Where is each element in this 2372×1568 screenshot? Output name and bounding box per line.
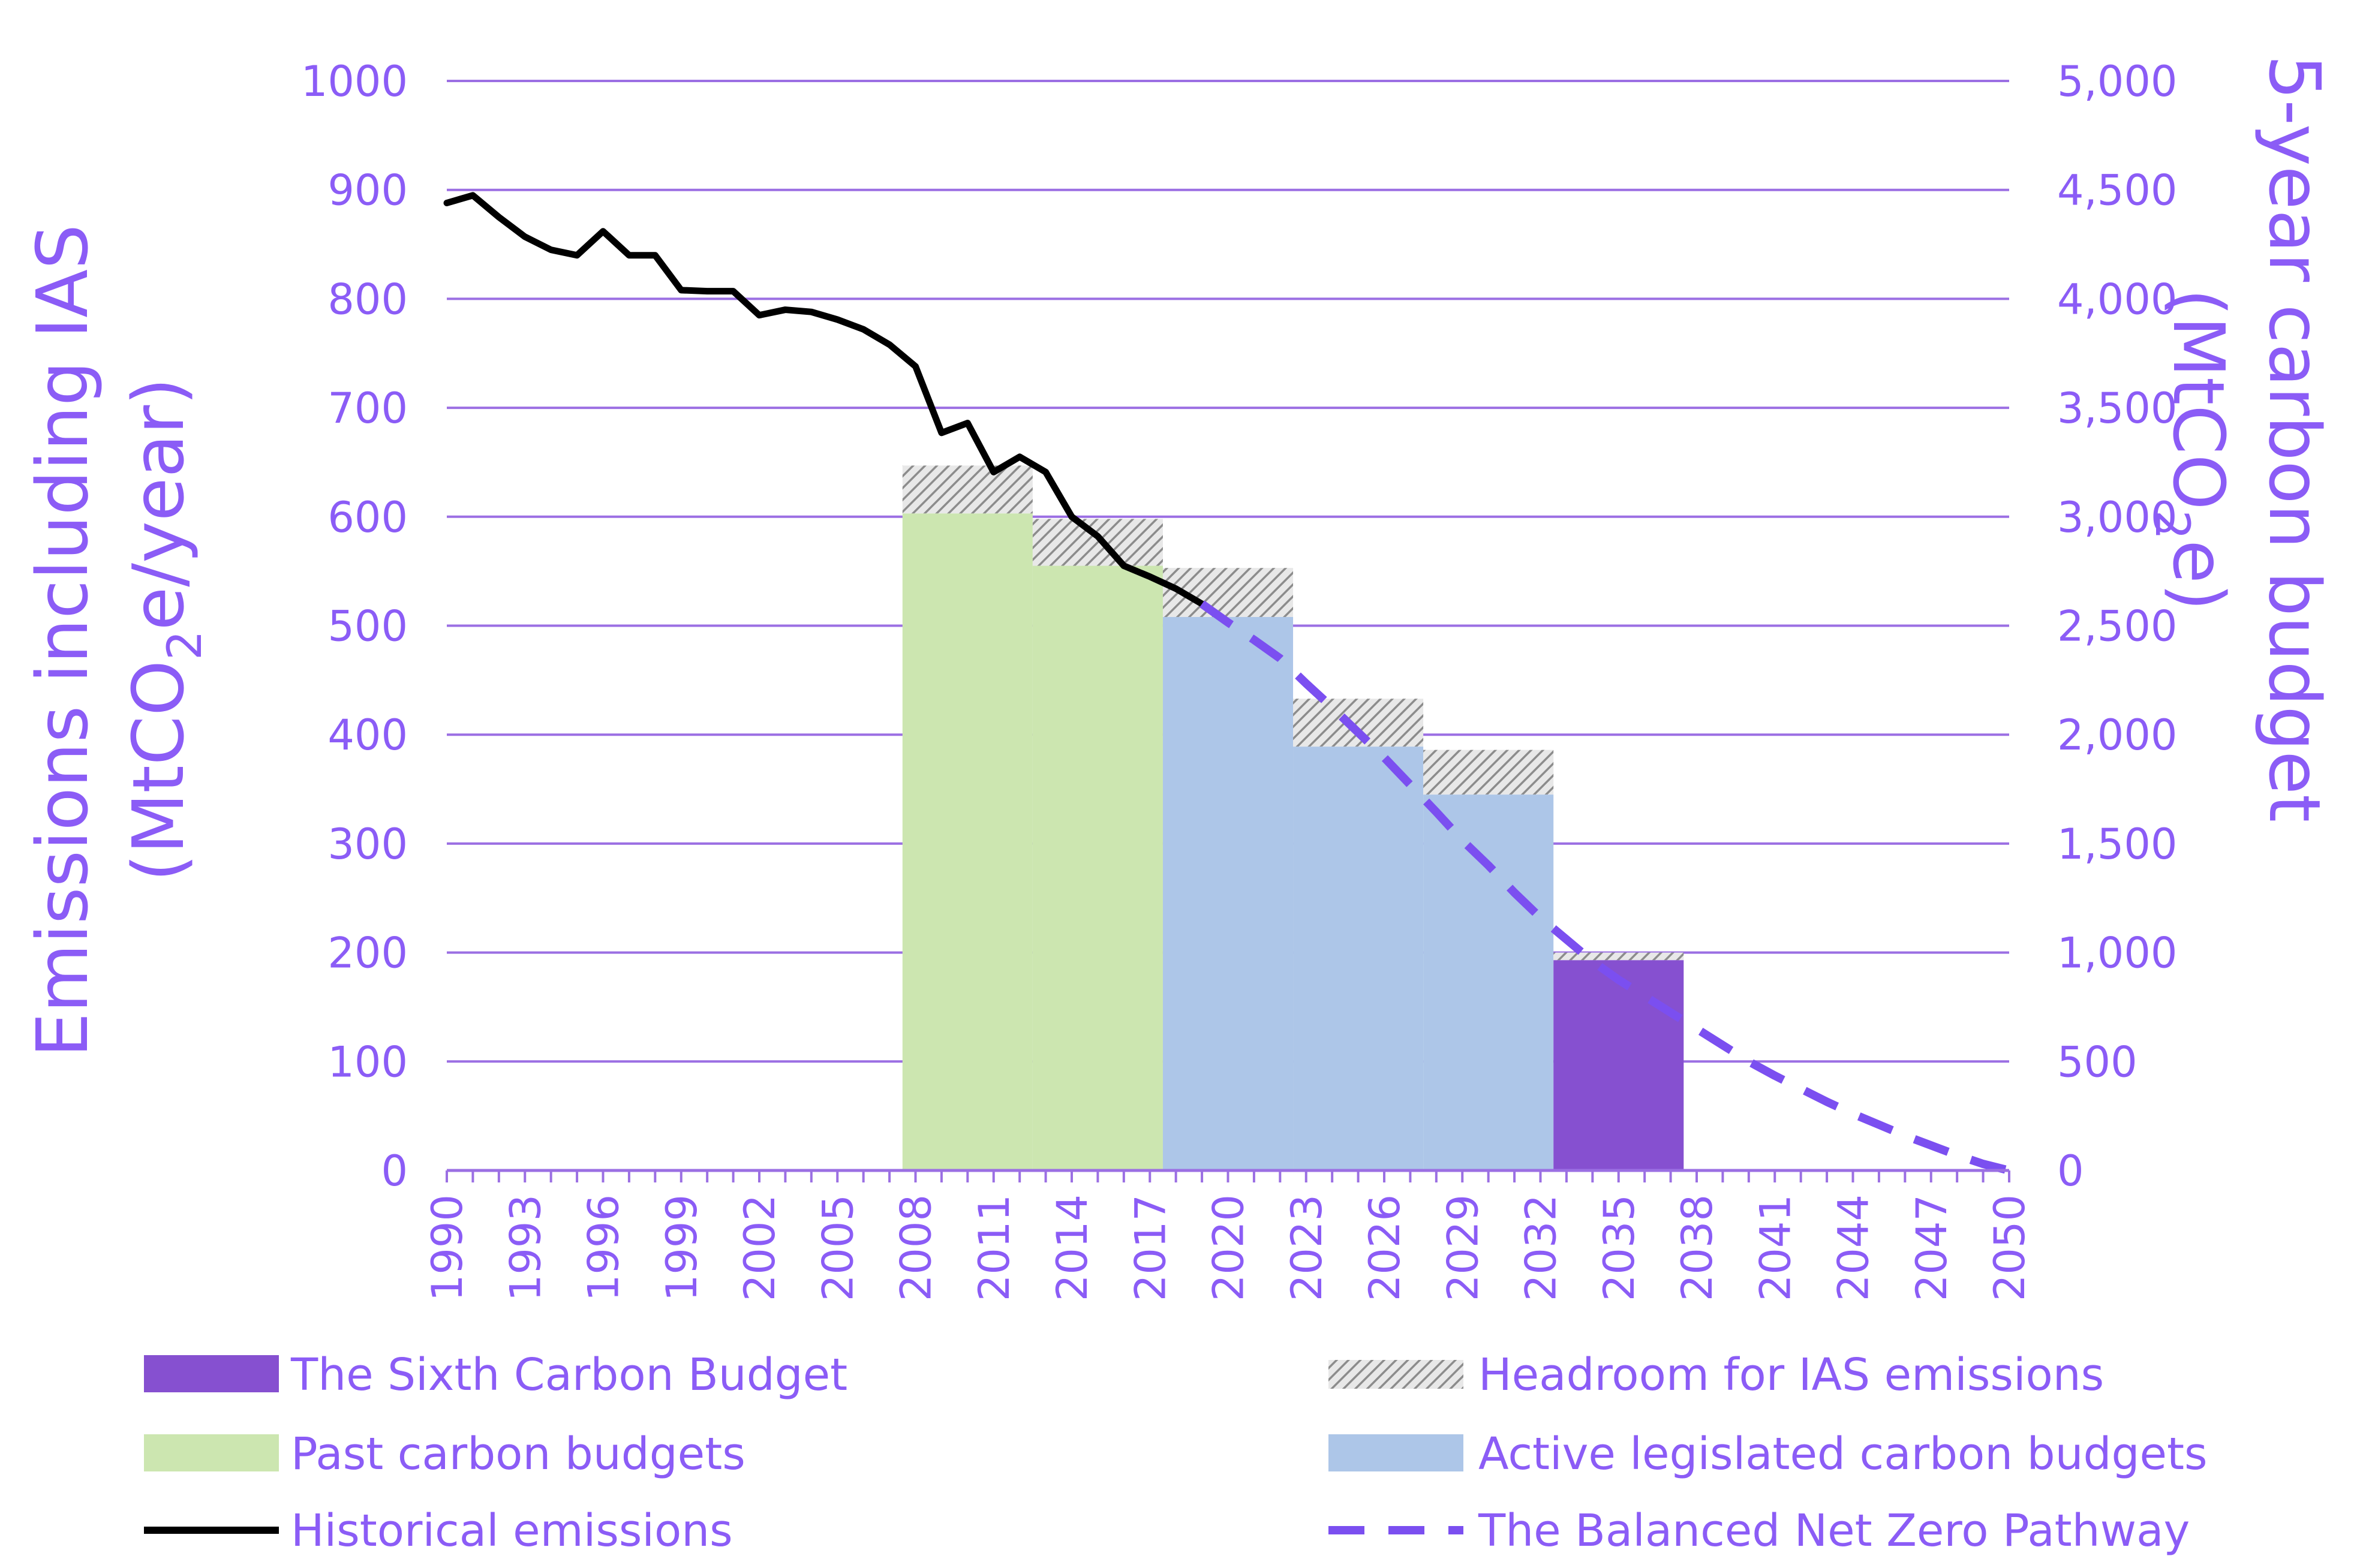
budget-bar-2018-2022	[1162, 616, 1294, 1170]
headroom-bar-2023-2027	[1293, 699, 1424, 747]
x-tick-label: 2035	[1595, 1194, 1644, 1301]
y2-axis-title-line1: 5-year carbon budget	[2253, 55, 2336, 822]
x-tick-label: 2011	[970, 1194, 1019, 1301]
y-tick-label: 400	[327, 711, 408, 760]
legend-swatch-active	[1328, 1434, 1463, 1471]
x-tick-label: 2050	[1985, 1194, 2034, 1301]
y-tick-label: 0	[381, 1146, 408, 1196]
series-lines	[443, 192, 2010, 1175]
budget-bar-2028-2032	[1423, 794, 1554, 1170]
y2-axis-title-line2: (MtCO2e)	[2145, 288, 2240, 611]
y-tick-label: 200	[327, 929, 408, 978]
legend-label-pathway: The Balanced Net Zero Pathway	[1478, 1505, 2190, 1557]
y2-tick-label: 3,000	[2057, 493, 2177, 542]
y-tick-label: 300	[327, 820, 408, 869]
y-axis-title-line2: (MtCO2e/year)	[117, 378, 212, 882]
y-tick-label: 600	[327, 493, 408, 542]
y2-tick-label: 5,000	[2057, 57, 2177, 106]
x-tick-label: 2005	[813, 1194, 862, 1301]
y-tick-label: 800	[327, 275, 408, 324]
x-tick-label: 1993	[501, 1194, 550, 1301]
legend-swatch-sixth	[144, 1355, 279, 1392]
x-tick-label: 2020	[1204, 1194, 1253, 1301]
x-axis: 1990 1993 1996 1999 2002 2005 2008 2011 2014 2017…	[423, 1169, 2034, 1301]
y2-tick-label: 500	[2057, 1037, 2137, 1087]
budget-bar-2023-2027	[1293, 747, 1424, 1170]
x-tick-label: 2029	[1438, 1194, 1487, 1301]
headroom-bar-2013-2017	[1032, 519, 1163, 566]
budget-bar-2013-2017	[1032, 565, 1163, 1170]
y-tick-label: 900	[327, 166, 408, 215]
x-tick-label: 2044	[1829, 1194, 1878, 1301]
legend-label-historical: Historical emissions	[291, 1505, 733, 1557]
y-tick-label: 700	[327, 384, 408, 433]
legend: The Sixth Carbon Budget Headroom for IAS…	[144, 1349, 2208, 1557]
y-tick-label: 500	[327, 602, 408, 651]
y-axis-title-line1: Emissions including IAS	[21, 224, 104, 1057]
y-tick-label: 1000	[301, 57, 408, 106]
legend-label-past: Past carbon budgets	[291, 1428, 745, 1480]
historical-line	[443, 192, 1205, 607]
x-tick-label: 2032	[1517, 1194, 1566, 1301]
legend-label-active: Active legislated carbon budgets	[1478, 1428, 2208, 1480]
y-axis-title: Emissions including IAS (MtCO2e/year)	[21, 202, 212, 1058]
x-tick-label: 2002	[735, 1194, 784, 1301]
y-tick-label: 100	[327, 1037, 408, 1087]
y-axis-right: 0 500 1,000 1,500 2,000 2,500 3,000 3,500 4,000 4…	[2057, 57, 2177, 1196]
legend-swatch-past	[144, 1434, 279, 1471]
x-tick-label: 2014	[1048, 1194, 1097, 1301]
y2-tick-label: 2,000	[2057, 711, 2177, 760]
pathway-line	[1199, 600, 2010, 1175]
y-axis-left: 0 100 200 300 400 500 600 700 800 900 1000	[301, 57, 408, 1196]
legend-swatch-headroom	[1328, 1360, 1463, 1389]
budget-bar-2008-2012	[902, 513, 1033, 1170]
legend-label-sixth: The Sixth Carbon Budget	[290, 1349, 847, 1401]
y2-tick-label: 3,500	[2057, 384, 2177, 433]
x-tick-label: 1999	[657, 1194, 707, 1301]
x-tick-label: 2047	[1907, 1194, 1956, 1301]
x-tick-label: 2026	[1360, 1194, 1409, 1301]
headroom-bar-2033-2037	[1553, 952, 1684, 961]
legend-label-headroom: Headroom for IAS emissions	[1478, 1349, 2104, 1401]
budget-bars	[902, 465, 1684, 1170]
x-tick-label: 2023	[1282, 1194, 1331, 1301]
x-tick-label: 2008	[892, 1194, 941, 1301]
y2-tick-label: 1,000	[2057, 929, 2177, 978]
headroom-bar-2008-2012	[902, 465, 1033, 514]
y2-axis-title: 5-year carbon budget (MtCO2e)	[2145, 55, 2336, 844]
x-tick-label: 2017	[1126, 1194, 1175, 1301]
y2-tick-label: 2,500	[2057, 602, 2177, 651]
y2-tick-label: 1,500	[2057, 820, 2177, 869]
y2-tick-label: 4,000	[2057, 275, 2177, 324]
y2-tick-label: 4,500	[2057, 166, 2177, 215]
x-tick-label: 1990	[423, 1194, 472, 1301]
y2-tick-label: 0	[2057, 1146, 2084, 1196]
x-tick-label: 2038	[1673, 1194, 1722, 1301]
budget-bar-2033-2037	[1553, 960, 1684, 1170]
x-tick-label: 2041	[1751, 1194, 1800, 1301]
x-tick-label: 1996	[579, 1194, 629, 1301]
headroom-bar-2028-2032	[1423, 750, 1554, 795]
